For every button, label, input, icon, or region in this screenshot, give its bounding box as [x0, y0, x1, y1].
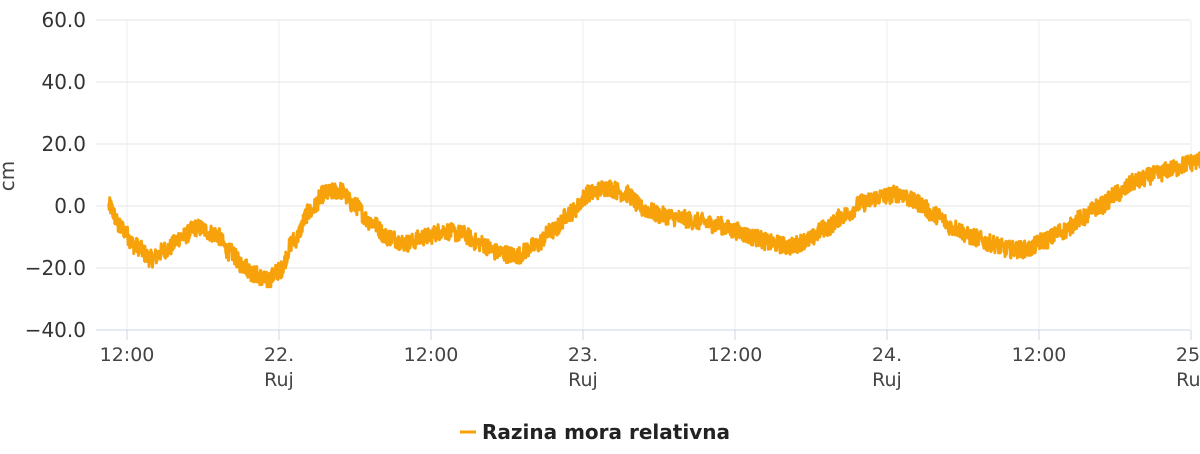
- x-tick-sublabel: Ruj: [872, 369, 902, 391]
- legend-label-razina-mora-relativna[interactable]: Razina mora relativna: [482, 420, 730, 444]
- y-tick-label: 0.0: [54, 194, 86, 218]
- y-tick-label: 20.0: [41, 132, 86, 156]
- legend[interactable]: Razina mora relativna: [460, 420, 730, 444]
- y-tick-label: 60.0: [41, 8, 86, 32]
- x-tick-label: 12:00: [100, 344, 155, 366]
- x-tick-label: 12:00: [1012, 344, 1067, 366]
- x-tick-label: 24.: [872, 344, 902, 366]
- series-line-razina-mora-relativna: [107, 151, 1200, 289]
- x-tick-label: 12:00: [708, 344, 763, 366]
- y-tick-label: 40.0: [41, 70, 86, 94]
- y-tick-label: −20.0: [25, 256, 86, 280]
- x-tick-sublabel: Ruj: [264, 369, 294, 391]
- x-tick-sublabel: Ruj: [568, 369, 598, 391]
- y-axis: 60.0 40.0 20.0 0.0 −20.0 −40.0: [25, 8, 86, 342]
- x-tick-label: 25.: [1176, 344, 1200, 366]
- x-tick-sublabel: Ruj: [1176, 369, 1200, 391]
- x-tick-label: 22.: [264, 344, 294, 366]
- series-layer: [107, 151, 1200, 289]
- x-axis: 12:00 22. Ruj 12:00 23. Ruj 12:00 24. Ruj 12:00 25…: [96, 329, 1200, 391]
- x-tick-label: 23.: [568, 344, 598, 366]
- y-tick-label: −40.0: [25, 318, 86, 342]
- y-axis-title: cm: [0, 161, 19, 191]
- x-tick-label: 12:00: [404, 344, 459, 366]
